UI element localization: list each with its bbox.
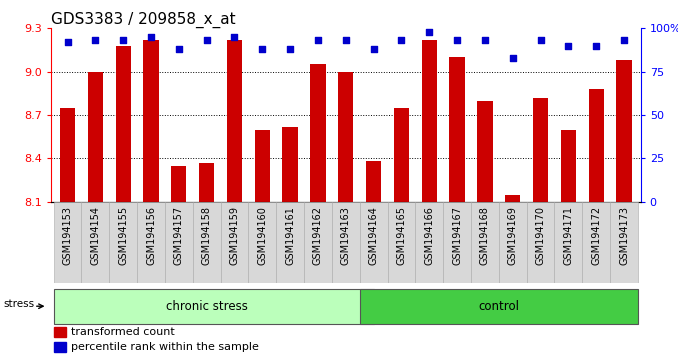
- Text: GSM194160: GSM194160: [258, 206, 267, 265]
- Bar: [54, 289, 374, 324]
- Text: GSM194161: GSM194161: [285, 206, 295, 265]
- Text: GSM194173: GSM194173: [619, 206, 629, 265]
- Text: GSM194155: GSM194155: [118, 206, 128, 265]
- Bar: [499, 202, 527, 283]
- Bar: [582, 202, 610, 283]
- Bar: [388, 202, 416, 283]
- Text: GSM194164: GSM194164: [369, 206, 378, 265]
- Bar: [422, 40, 437, 202]
- Point: [396, 38, 407, 43]
- Text: GSM194172: GSM194172: [591, 206, 601, 265]
- Text: GSM194166: GSM194166: [424, 206, 434, 265]
- Text: GSM194157: GSM194157: [174, 206, 184, 265]
- Text: GSM194171: GSM194171: [563, 206, 574, 265]
- Text: control: control: [478, 300, 519, 313]
- Point: [201, 38, 212, 43]
- Point: [257, 46, 268, 52]
- Text: GSM194159: GSM194159: [229, 206, 239, 265]
- Text: GSM194156: GSM194156: [146, 206, 156, 265]
- Point: [479, 38, 490, 43]
- Bar: [137, 202, 165, 283]
- Point: [618, 38, 629, 43]
- Bar: [165, 202, 193, 283]
- Point: [591, 43, 601, 48]
- Bar: [471, 202, 499, 283]
- Bar: [443, 202, 471, 283]
- Bar: [87, 72, 103, 202]
- Text: GSM194154: GSM194154: [90, 206, 100, 265]
- Point: [62, 39, 73, 45]
- Text: GSM194158: GSM194158: [201, 206, 212, 265]
- Point: [340, 38, 351, 43]
- Point: [424, 29, 435, 35]
- Point: [285, 46, 296, 52]
- Point: [368, 46, 379, 52]
- Bar: [533, 98, 549, 202]
- Bar: [304, 202, 332, 283]
- Text: GDS3383 / 209858_x_at: GDS3383 / 209858_x_at: [51, 12, 235, 28]
- Bar: [220, 202, 248, 283]
- Bar: [616, 60, 632, 202]
- Point: [118, 38, 129, 43]
- Bar: [255, 130, 270, 202]
- Point: [452, 38, 462, 43]
- Bar: [527, 202, 555, 283]
- Text: GSM194168: GSM194168: [480, 206, 490, 265]
- Text: GSM194167: GSM194167: [452, 206, 462, 265]
- Bar: [60, 108, 75, 202]
- Text: GSM194153: GSM194153: [62, 206, 73, 265]
- Bar: [505, 195, 521, 202]
- Bar: [589, 89, 604, 202]
- Text: chronic stress: chronic stress: [165, 300, 247, 313]
- Bar: [193, 202, 220, 283]
- Text: GSM194169: GSM194169: [508, 206, 518, 265]
- Bar: [416, 202, 443, 283]
- Bar: [283, 127, 298, 202]
- Text: GSM194165: GSM194165: [397, 206, 406, 265]
- Bar: [561, 130, 576, 202]
- Text: GSM194170: GSM194170: [536, 206, 546, 265]
- Bar: [81, 202, 109, 283]
- Bar: [338, 72, 353, 202]
- Bar: [311, 64, 325, 202]
- Bar: [366, 161, 381, 202]
- Bar: [276, 202, 304, 283]
- Point: [507, 55, 518, 61]
- Bar: [54, 202, 81, 283]
- Point: [174, 46, 184, 52]
- Bar: [199, 163, 214, 202]
- Point: [146, 34, 157, 40]
- Point: [535, 38, 546, 43]
- Point: [90, 38, 101, 43]
- Text: stress: stress: [3, 299, 35, 309]
- Bar: [143, 40, 159, 202]
- Bar: [610, 202, 638, 283]
- Bar: [54, 342, 66, 353]
- Bar: [248, 202, 276, 283]
- Bar: [555, 202, 582, 283]
- Bar: [115, 46, 131, 202]
- Bar: [360, 202, 388, 283]
- Bar: [109, 202, 137, 283]
- Point: [563, 43, 574, 48]
- Text: GSM194163: GSM194163: [341, 206, 351, 265]
- Bar: [54, 327, 66, 337]
- Bar: [477, 101, 492, 202]
- Point: [313, 38, 323, 43]
- Text: percentile rank within the sample: percentile rank within the sample: [71, 342, 260, 352]
- Bar: [450, 57, 464, 202]
- Text: transformed count: transformed count: [71, 327, 175, 337]
- Bar: [360, 289, 638, 324]
- Point: [229, 34, 240, 40]
- Bar: [394, 108, 409, 202]
- Text: GSM194162: GSM194162: [313, 206, 323, 265]
- Bar: [227, 40, 242, 202]
- Bar: [171, 166, 186, 202]
- Bar: [332, 202, 360, 283]
